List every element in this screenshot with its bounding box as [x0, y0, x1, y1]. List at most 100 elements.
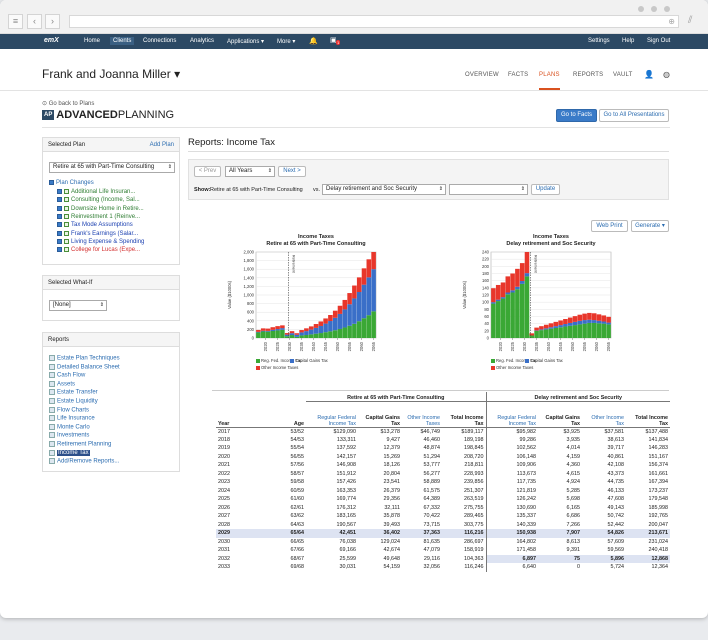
y-tick-label: 40 — [484, 321, 489, 326]
checkbox-icon[interactable] — [57, 213, 62, 219]
table-cell: 171,458 — [485, 546, 538, 555]
plan-change-item[interactable]: Living Expense & Spending — [57, 238, 144, 245]
go-to-facts-button[interactable]: Go to Facts — [556, 109, 597, 122]
checkbox-icon[interactable] — [57, 247, 62, 253]
go-to-presentations-button[interactable]: Go to All Presentations — [599, 109, 669, 122]
area-bar-segment — [366, 315, 372, 338]
years-select[interactable]: All Years ⇕ — [225, 166, 275, 177]
area-bar-segment — [591, 313, 597, 321]
plan-change-item[interactable]: Consulting (Income, Sal... — [57, 197, 140, 203]
report-item[interactable]: Life Insurance — [49, 415, 95, 422]
notification-badge: 1 — [336, 40, 341, 45]
area-bar-segment — [304, 334, 309, 338]
update-button[interactable]: Update — [531, 184, 560, 195]
table-cell: 76,038 — [339, 538, 357, 545]
plan-change-item[interactable]: Reinvestment 1 (Reinve... — [57, 213, 140, 220]
nav-analytics[interactable]: Analytics — [190, 38, 215, 44]
plan-changes-toggle[interactable]: Plan Changes — [49, 180, 94, 186]
whatif-select[interactable]: [None] ⇕ — [49, 300, 107, 311]
col-reg-fed-2[interactable]: Regular Federal Income Tax — [485, 401, 538, 427]
nav-help[interactable]: Help — [622, 38, 635, 44]
table-cell: 30,031 — [339, 564, 357, 571]
prev-button[interactable]: < Prev — [194, 166, 221, 177]
back-to-plans-link[interactable]: ⊙ Go back to Plans — [42, 100, 94, 107]
checkbox-icon[interactable] — [57, 230, 62, 236]
web-print-button[interactable]: Web Print — [591, 220, 628, 232]
forward-arrow-icon[interactable]: › — [45, 14, 60, 29]
report-item[interactable]: Detailed Balance Sheet — [49, 363, 120, 370]
bell-icon[interactable]: 🔔 — [309, 38, 318, 45]
emx-logo[interactable]: emX — [44, 37, 59, 44]
user-icon[interactable]: 👤 — [644, 70, 655, 79]
nav-connections[interactable]: Connections — [143, 38, 177, 44]
report-item[interactable]: Cash Flow — [49, 372, 85, 379]
report-item[interactable]: Estate Liquidity — [49, 398, 98, 405]
globe-icon[interactable]: ◍ — [663, 70, 671, 79]
checkbox-icon[interactable] — [57, 222, 62, 228]
report-item[interactable]: Estate Plan Techniques — [49, 355, 120, 362]
report-item[interactable]: Assets — [49, 380, 75, 387]
nav-more[interactable]: More ▾ — [277, 39, 296, 45]
checkbox-icon[interactable] — [57, 238, 62, 244]
table-cell: $37,581 — [604, 428, 625, 435]
checkbox-icon[interactable] — [57, 189, 62, 194]
nav-applications[interactable]: Applications ▾ — [227, 39, 265, 45]
tab-plans[interactable]: PLANS — [539, 72, 560, 90]
plan-change-item[interactable]: College for Lucas (Expe... — [57, 247, 140, 253]
plan-change-item[interactable]: Frank's Earnings (Salar... — [57, 230, 138, 237]
report-item[interactable]: Estate Transfer — [49, 389, 98, 396]
nav-home[interactable]: Home — [84, 38, 101, 44]
extension-icon[interactable]: ⫽ — [688, 15, 693, 26]
generate-button[interactable]: Generate ▾ — [631, 220, 669, 232]
table-cell: 37,363 — [402, 529, 442, 538]
plan-change-item[interactable]: Tax Mode Assumptions — [57, 222, 133, 228]
next-button[interactable]: Next > — [278, 166, 306, 177]
plan-select[interactable]: Retire at 65 with Part-Time Consulting ⇕ — [49, 162, 175, 173]
window-dot[interactable] — [651, 6, 657, 12]
window-dot[interactable] — [638, 6, 644, 12]
retirement-marker-label: Retirement — [291, 255, 295, 273]
report-item[interactable]: Retirement Planning — [49, 441, 111, 448]
tab-vault[interactable]: VAULT — [613, 72, 633, 78]
report-item[interactable]: Income Tax — [49, 449, 90, 457]
report-item[interactable]: Monte Carlo — [49, 423, 90, 430]
add-remove-reports-link[interactable]: Add/Remove Reports... — [49, 458, 119, 465]
show-plan-value[interactable]: Retire at 65 with Part-Time Consulting — [210, 187, 303, 193]
area-bar-segment — [505, 276, 511, 293]
report-icon — [49, 441, 55, 447]
plan-change-item[interactable]: Downsize Home in Retire... — [57, 205, 144, 212]
plan-change-label: Downsize Home in Retire... — [71, 205, 144, 212]
compare-plan-select[interactable]: Delay retirement and Soc Security ⇕ — [322, 184, 446, 195]
tab-facts[interactable]: FACTS — [508, 72, 529, 78]
checkbox-icon[interactable] — [49, 180, 54, 185]
add-plan-link[interactable]: Add Plan — [149, 142, 174, 148]
tasks-icon[interactable]: ▣ — [330, 37, 337, 44]
second-compare-select[interactable]: ⇕ — [449, 184, 528, 195]
legend-label: Other Income Taxes — [496, 365, 533, 370]
address-bar[interactable]: ⊕ — [69, 15, 679, 28]
col-other-2[interactable]: Other Income Tax — [591, 414, 624, 427]
plan-change-item[interactable]: Additional Life Insuran... — [57, 189, 135, 195]
table-cell: 55/54 — [290, 445, 305, 452]
report-item[interactable]: Flow Charts — [49, 406, 89, 413]
area-bar-segment — [270, 327, 276, 330]
back-arrow-icon[interactable]: ‹ — [27, 14, 42, 29]
nav-settings[interactable]: Settings — [588, 38, 610, 44]
y-tick-label: 1,200 — [244, 284, 255, 289]
checkbox-icon[interactable] — [57, 197, 62, 203]
area-bar-segment — [510, 273, 515, 291]
client-name-dropdown[interactable]: Frank and Joanna Miller ▾ — [42, 67, 181, 81]
tab-reports[interactable]: REPORTS — [573, 72, 604, 78]
table-cell: 99,286 — [485, 435, 538, 444]
nav-clients[interactable]: Clients — [110, 37, 135, 45]
checkbox-icon[interactable] — [57, 205, 62, 211]
col-reg-fed-1[interactable]: Regular Federal Income Tax — [317, 414, 356, 427]
tab-overview[interactable]: OVERVIEW — [465, 72, 499, 78]
window-dot[interactable] — [664, 6, 670, 12]
nav-sign-out[interactable]: Sign Out — [647, 38, 671, 44]
report-icon — [49, 380, 55, 387]
table-cell: 2028 — [218, 521, 230, 528]
col-other-1[interactable]: Other Income Taxes — [407, 414, 440, 427]
sidebar-toggle-icon[interactable]: ≡ — [8, 14, 23, 29]
report-item[interactable]: Investments — [49, 432, 89, 439]
